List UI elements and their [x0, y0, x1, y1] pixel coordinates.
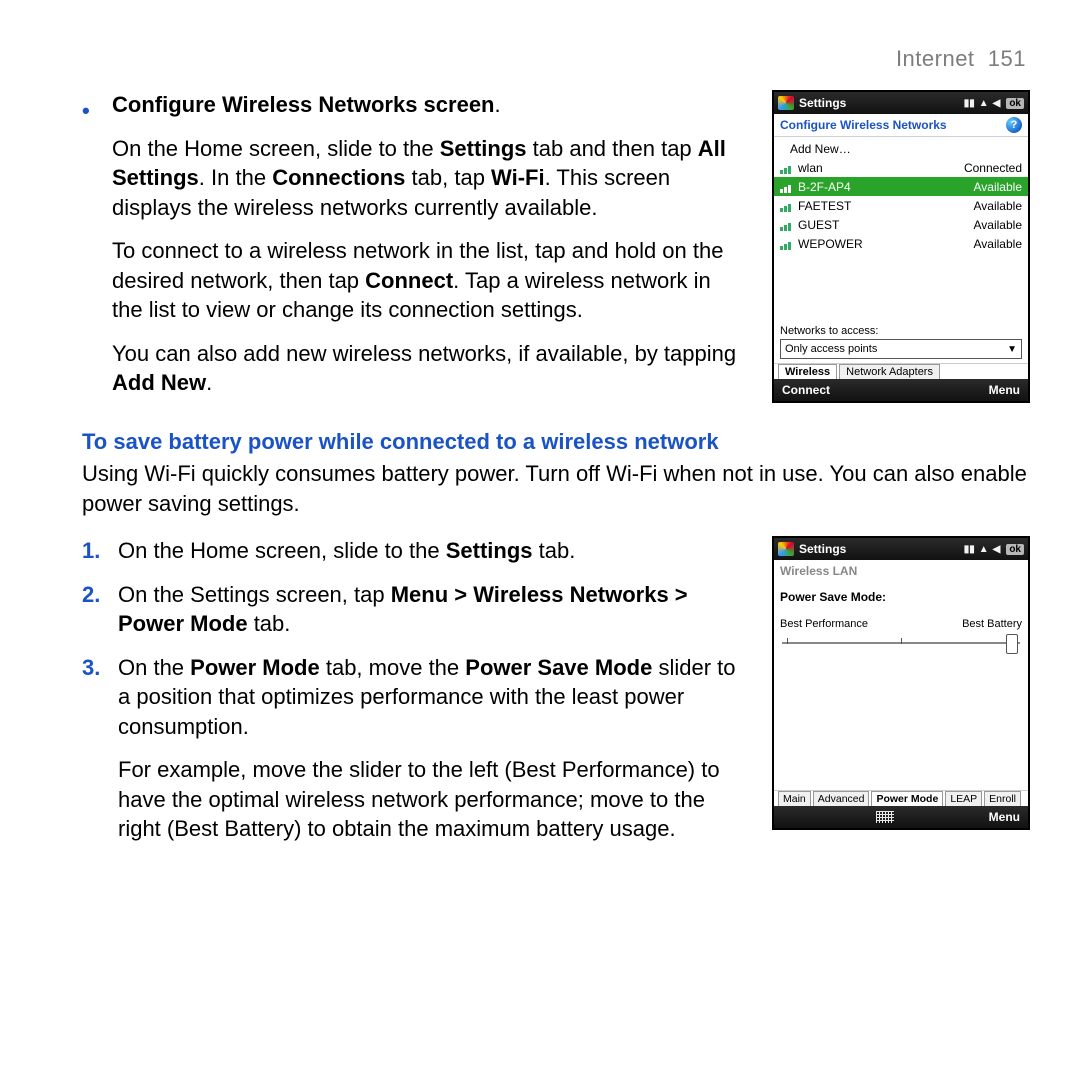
- tab-leap[interactable]: LEAP: [945, 791, 982, 806]
- network-item[interactable]: FAETEST Available: [774, 196, 1028, 215]
- manual-page: Internet 151 • Configure Wireless Networ…: [0, 0, 1080, 1080]
- step-item: 2. On the Settings screen, tap Menu > Wi…: [112, 580, 744, 639]
- paragraph: You can also add new wireless networks, …: [112, 339, 744, 398]
- device-titlebar: Settings ▮▮ ▲ ◀ ok: [774, 92, 1028, 114]
- signal-bars-icon: [780, 200, 794, 212]
- step-number: 2.: [82, 580, 100, 609]
- network-name: wlan: [798, 161, 960, 175]
- network-status: Connected: [964, 161, 1022, 175]
- start-flag-icon[interactable]: [778, 542, 794, 556]
- network-status: Available: [974, 218, 1022, 232]
- signal-bars-icon: [780, 162, 794, 174]
- screen-subtitle: Configure Wireless Networks: [780, 118, 947, 132]
- screen-subtitle: Wireless LAN: [774, 560, 1028, 582]
- signal-icon: ▲: [979, 544, 989, 555]
- volume-icon: ◀: [993, 544, 1001, 555]
- tab-wireless[interactable]: Wireless: [778, 364, 837, 379]
- dropdown-value: Only access points: [785, 343, 877, 355]
- keyboard-icon[interactable]: [876, 811, 894, 823]
- paragraph: To connect to a wireless network in the …: [112, 236, 744, 324]
- signal-bars-icon: [780, 238, 794, 250]
- network-name: WEPOWER: [798, 237, 970, 251]
- tab-strip: Main Advanced Power Mode LEAP Enroll: [774, 790, 1028, 806]
- section-configure-wireless: • Configure Wireless Networks screen. On…: [82, 90, 1030, 403]
- power-save-slider[interactable]: [782, 636, 1020, 650]
- device-titlebar: Settings ▮▮ ▲ ◀ ok: [774, 538, 1028, 560]
- step-number: 3.: [82, 653, 100, 682]
- help-icon[interactable]: ?: [1006, 117, 1022, 133]
- bullet-title: Configure Wireless Networks screen: [112, 92, 495, 117]
- softkey-left[interactable]: Connect: [782, 383, 830, 397]
- page-number: 151: [988, 46, 1026, 71]
- paragraph: On the Home screen, slide to the Setting…: [112, 134, 744, 222]
- section-name: Internet: [896, 46, 975, 71]
- wifi-status-icon: ▮▮: [964, 98, 975, 109]
- running-header: Internet 151: [82, 46, 1030, 72]
- network-name: B-2F-AP4: [798, 180, 970, 194]
- intro-paragraph: Using Wi-Fi quickly consumes battery pow…: [82, 459, 1030, 518]
- network-status: Available: [974, 237, 1022, 251]
- device-frame: Settings ▮▮ ▲ ◀ ok Configure Wireless Ne…: [772, 90, 1030, 403]
- volume-icon: ◀: [993, 98, 1001, 109]
- tab-network-adapters[interactable]: Network Adapters: [839, 364, 940, 379]
- slider-thumb-icon[interactable]: [1006, 634, 1018, 654]
- steps-list: 1. On the Home screen, slide to the Sett…: [112, 536, 744, 843]
- network-item[interactable]: GUEST Available: [774, 215, 1028, 234]
- network-name: FAETEST: [798, 199, 970, 213]
- access-label: Networks to access:: [774, 323, 1028, 339]
- slider-label-left: Best Performance: [780, 618, 868, 630]
- device-frame: Settings ▮▮ ▲ ◀ ok Wireless LAN Power Sa…: [772, 536, 1030, 830]
- signal-icon: ▲: [979, 98, 989, 109]
- blue-subheading: To save battery power while connected to…: [82, 429, 1030, 455]
- wifi-status-icon: ▮▮: [964, 544, 975, 555]
- screenshot-configure-wireless: Settings ▮▮ ▲ ◀ ok Configure Wireless Ne…: [772, 90, 1030, 403]
- tab-strip: Wireless Network Adapters: [774, 363, 1028, 379]
- network-status: Available: [974, 180, 1022, 194]
- step-item: 3. On the Power Mode tab, move the Power…: [112, 653, 744, 844]
- network-name: GUEST: [798, 218, 970, 232]
- bullet-item: • Configure Wireless Networks screen. On…: [112, 90, 744, 397]
- softkey-right[interactable]: Menu: [989, 383, 1020, 397]
- titlebar-label: Settings: [799, 542, 846, 556]
- bullet-dot-icon: •: [82, 96, 90, 126]
- slider-label-right: Best Battery: [962, 618, 1022, 630]
- slider-labels: Best Performance Best Battery: [774, 618, 1028, 630]
- add-new-label: Add New…: [790, 142, 851, 156]
- add-new-item[interactable]: Add New…: [774, 139, 1028, 158]
- screen-subtitle-bar: Configure Wireless Networks ?: [774, 114, 1028, 137]
- tab-advanced[interactable]: Advanced: [813, 791, 870, 806]
- chevron-down-icon: ▼: [1007, 344, 1017, 355]
- step-subparagraph: For example, move the slider to the left…: [118, 755, 744, 843]
- tab-main[interactable]: Main: [778, 791, 811, 806]
- screenshot-power-mode: Settings ▮▮ ▲ ◀ ok Wireless LAN Power Sa…: [772, 536, 1030, 830]
- network-item[interactable]: wlan Connected: [774, 158, 1028, 177]
- network-item-selected[interactable]: B-2F-AP4 Available: [774, 177, 1028, 196]
- softkey-right[interactable]: Menu: [989, 810, 1020, 824]
- tab-power-mode[interactable]: Power Mode: [871, 791, 943, 806]
- network-item[interactable]: WEPOWER Available: [774, 234, 1028, 253]
- start-flag-icon[interactable]: [778, 96, 794, 110]
- section2-text: 1. On the Home screen, slide to the Sett…: [82, 536, 744, 857]
- power-save-label: Power Save Mode:: [774, 582, 1028, 618]
- tab-enroll[interactable]: Enroll: [984, 791, 1021, 806]
- access-dropdown[interactable]: Only access points ▼: [780, 339, 1022, 359]
- device-bottom-bar: Menu: [774, 806, 1028, 828]
- device-bottom-bar: Connect Menu: [774, 379, 1028, 401]
- titlebar-label: Settings: [799, 96, 846, 110]
- signal-bars-icon: [780, 181, 794, 193]
- ok-button[interactable]: ok: [1006, 98, 1024, 109]
- section-power-mode: 1. On the Home screen, slide to the Sett…: [82, 536, 1030, 857]
- step-item: 1. On the Home screen, slide to the Sett…: [112, 536, 744, 565]
- network-list: Add New… wlan Connected B-2F-AP4 Availab…: [774, 137, 1028, 255]
- step-number: 1.: [82, 536, 100, 565]
- signal-bars-icon: [780, 219, 794, 231]
- section1-text: • Configure Wireless Networks screen. On…: [82, 90, 744, 397]
- network-status: Available: [974, 199, 1022, 213]
- ok-button[interactable]: ok: [1006, 544, 1024, 555]
